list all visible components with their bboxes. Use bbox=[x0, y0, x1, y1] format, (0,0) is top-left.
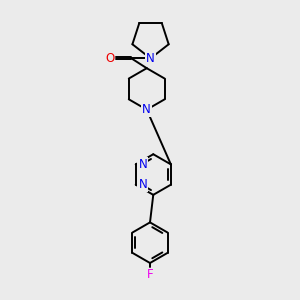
Text: N: N bbox=[142, 103, 151, 116]
Text: N: N bbox=[138, 178, 147, 191]
Text: O: O bbox=[105, 52, 114, 65]
Text: F: F bbox=[147, 268, 153, 281]
Text: N: N bbox=[138, 158, 147, 171]
Text: N: N bbox=[146, 52, 155, 65]
